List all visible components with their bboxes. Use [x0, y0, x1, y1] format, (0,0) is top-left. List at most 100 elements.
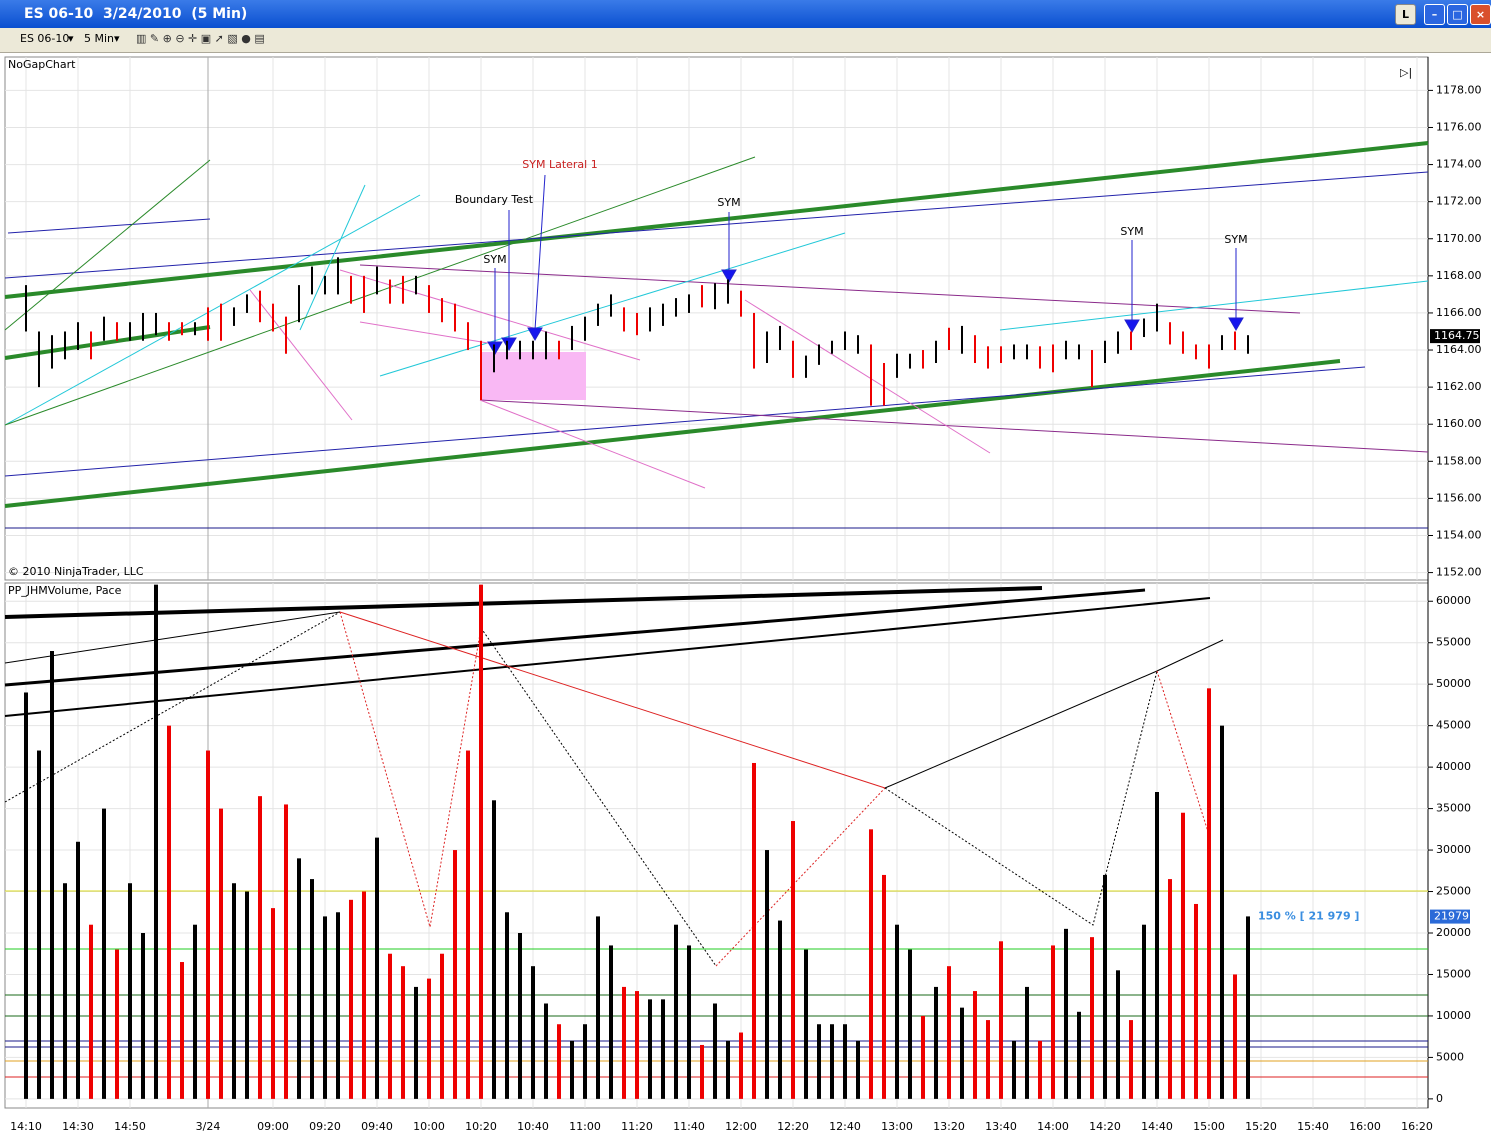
x-tick-label: 12:00 [725, 1120, 757, 1133]
volume-bar [1220, 725, 1224, 1099]
x-tick-label: 14:10 [10, 1120, 42, 1133]
y-tick-label: 1160.00 [1436, 417, 1482, 430]
pace-label: 150 % [ 21 979 ] [1258, 910, 1359, 923]
volume-bar [726, 1040, 730, 1099]
last-price-marker [1430, 329, 1480, 344]
x-tick-label: 11:00 [569, 1120, 601, 1133]
close-button[interactable]: × [1470, 4, 1491, 25]
panel-title: PP_JHMVolume, Pace [8, 584, 122, 597]
x-tick-label: 09:40 [361, 1120, 393, 1133]
volume-bar [1194, 903, 1198, 1099]
volume-bar [76, 841, 80, 1099]
volume-bar [297, 858, 301, 1099]
volume-bar [960, 1007, 964, 1099]
toolbar: ES 06-10 ▾ 5 Min ▾ ▥ ✎ ⊕ ⊖ ✛ ▣ ➚ ▧ ● ▤ [0, 28, 1491, 53]
x-tick-label: 13:20 [933, 1120, 965, 1133]
volume-bar [869, 829, 873, 1099]
volume-bar [830, 1024, 834, 1099]
volume-bar [388, 953, 392, 1099]
volume-bar [180, 962, 184, 1099]
volume-bar [271, 908, 275, 1099]
annotation: SYM [483, 253, 506, 266]
volume-bar [817, 1024, 821, 1099]
volume-bar [895, 924, 899, 1099]
volume-bar [466, 750, 470, 1099]
volume-bar [921, 1015, 925, 1099]
volume-bar [778, 920, 782, 1099]
title-bar: ES 06-10 3/24/2010 (5 Min) L – □ × [0, 0, 1491, 28]
volume-bar [245, 891, 249, 1099]
volume-bar [206, 750, 210, 1099]
x-tick-label: 16:20 [1401, 1120, 1433, 1133]
volume-bar [37, 750, 41, 1099]
volume-bar [401, 966, 405, 1099]
y-tick-label: 40000 [1436, 760, 1471, 773]
x-tick-label: 13:40 [985, 1120, 1017, 1133]
y-tick-label: 30000 [1436, 843, 1471, 856]
volume-bar [1142, 924, 1146, 1099]
volume-bar [492, 800, 496, 1099]
volume-bar [635, 991, 639, 1099]
annotation: Boundary Test [455, 193, 534, 206]
volume-bar [1090, 937, 1094, 1099]
volume-bar [1129, 1020, 1133, 1099]
volume-bar [1064, 928, 1068, 1099]
volume-bar [453, 850, 457, 1099]
toolbar-icons[interactable]: ▥ ✎ ⊕ ⊖ ✛ ▣ ➚ ▧ ● ▤ [136, 32, 265, 45]
x-tick-label: 10:20 [465, 1120, 497, 1133]
maximize-button[interactable]: □ [1447, 4, 1468, 25]
minimize-button[interactable]: – [1424, 4, 1445, 25]
x-tick-label: 16:00 [1349, 1120, 1381, 1133]
volume-bar [128, 883, 132, 1099]
y-tick-label: 1176.00 [1436, 120, 1482, 133]
annotation: SYM [1120, 225, 1143, 238]
volume-bar [141, 933, 145, 1099]
x-tick-label: 14:20 [1089, 1120, 1121, 1133]
volume-bar [336, 912, 340, 1099]
volume-bar [908, 949, 912, 1099]
volume-bar [349, 899, 353, 1099]
l-button[interactable]: L [1395, 4, 1416, 25]
volume-bar [167, 725, 171, 1099]
dropdown-arrow: ▾ [114, 32, 120, 45]
window-title: ES 06-10 3/24/2010 (5 Min) [24, 6, 248, 22]
play-icon[interactable]: ▷| [1400, 66, 1412, 79]
x-tick-label: 09:20 [309, 1120, 341, 1133]
x-tick-label: 11:20 [621, 1120, 653, 1133]
volume-bar [310, 879, 314, 1099]
x-tick-label: 14:00 [1037, 1120, 1069, 1133]
volume-bar [50, 651, 54, 1099]
instrument-dropdown[interactable]: ES 06-10 [20, 32, 70, 45]
y-tick-label: 1152.00 [1436, 566, 1482, 579]
last-value-label: 21979 [1434, 910, 1469, 923]
volume-bar [973, 991, 977, 1099]
volume-bar [934, 986, 938, 1099]
volume-bar [154, 584, 158, 1099]
interval-dropdown[interactable]: 5 Min [84, 32, 115, 45]
x-tick-label: 10:00 [413, 1120, 445, 1133]
panel-title: NoGapChart [8, 58, 76, 71]
volume-bar [518, 933, 522, 1099]
trend-lines [4, 141, 1429, 529]
volume-bar [882, 874, 886, 1099]
x-tick-label: 12:40 [829, 1120, 861, 1133]
volume-bar [544, 1003, 548, 1099]
volume-bar [687, 945, 691, 1099]
x-tick-label: 10:40 [517, 1120, 549, 1133]
x-tick-label: 15:40 [1297, 1120, 1329, 1133]
y-tick-label: 1172.00 [1436, 195, 1482, 208]
volume-bar [414, 986, 418, 1099]
x-tick-label: 15:00 [1193, 1120, 1225, 1133]
x-tick-label: 09:00 [257, 1120, 289, 1133]
y-tick-label: 1158.00 [1436, 454, 1482, 467]
volume-bar [323, 916, 327, 1099]
x-tick-label: 12:20 [777, 1120, 809, 1133]
volume-bar [531, 966, 535, 1099]
x-tick-label: 13:00 [881, 1120, 913, 1133]
y-tick-label: 20000 [1436, 926, 1471, 939]
volume-bar [843, 1024, 847, 1099]
volume-bar [648, 999, 652, 1099]
volume-bar [375, 837, 379, 1099]
volume-bar [765, 850, 769, 1099]
